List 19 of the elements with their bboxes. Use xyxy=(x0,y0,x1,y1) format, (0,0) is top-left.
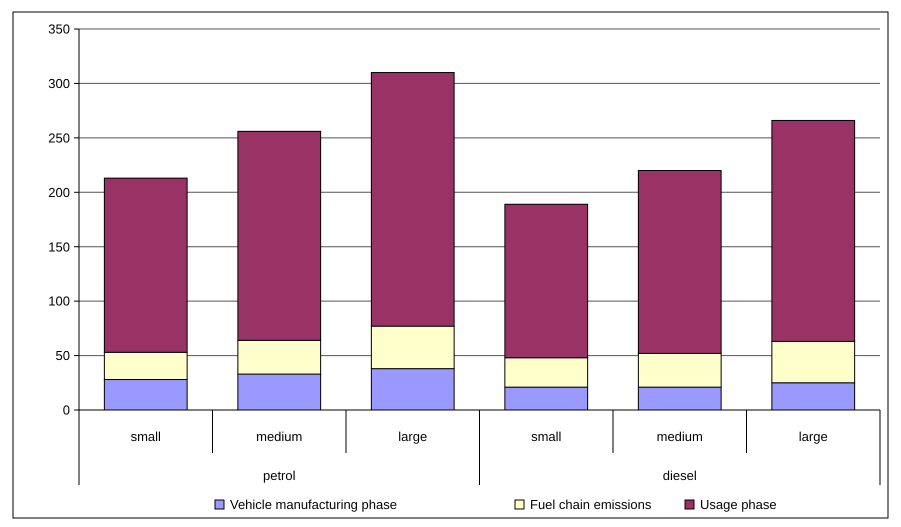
x-tick-label: large xyxy=(798,429,828,444)
y-tick-label: 350 xyxy=(48,22,70,37)
x-tick-label: large xyxy=(398,429,428,444)
text: petrol xyxy=(262,468,296,483)
x-tick-label: small xyxy=(130,429,162,444)
text: diesel xyxy=(662,468,697,483)
y-tick-label: 150 xyxy=(48,239,70,254)
y-tick-label: 0 xyxy=(62,402,70,418)
y-tick-label: 300 xyxy=(48,76,70,91)
x-tick-label: small xyxy=(531,429,562,444)
legend-label: Vehicle manufacturing phase xyxy=(230,497,397,512)
y-tick-label: 100 xyxy=(48,294,70,309)
y-tick-label: 200 xyxy=(48,184,70,200)
legend-label: Fuel chain emissions xyxy=(530,497,652,512)
legend-label: Usage phase xyxy=(700,497,777,512)
x-tick-label: medium xyxy=(256,429,302,444)
y-tick-label: 250 xyxy=(48,130,70,146)
y-tick-label: 50 xyxy=(56,348,70,364)
x-tick-label: medium xyxy=(656,429,703,444)
